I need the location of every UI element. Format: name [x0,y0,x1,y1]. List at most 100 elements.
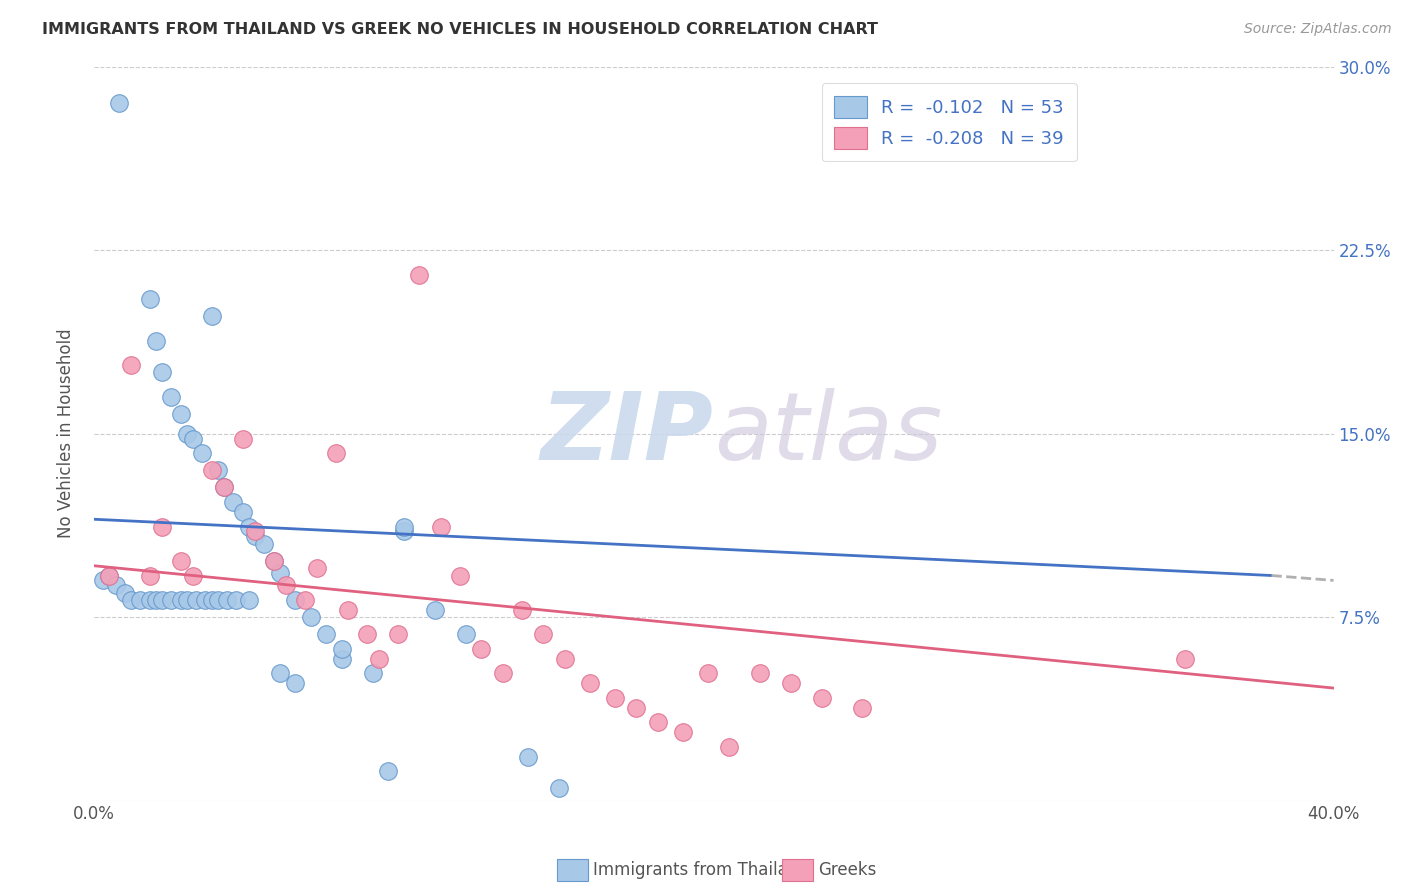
Bar [557,858,588,881]
Legend: R =  -0.102   N = 53, R =  -0.208   N = 39: R = -0.102 N = 53, R = -0.208 N = 39 [821,83,1077,161]
Point [387,627,409,641]
Point [263,554,285,568]
Point [423,603,446,617]
Point [1174,651,1197,665]
Point [851,700,873,714]
Point [547,781,569,796]
Point [181,568,204,582]
Point [150,519,173,533]
Point [150,593,173,607]
Point [104,578,127,592]
Bar [782,858,813,881]
Point [138,593,160,607]
Point [243,524,266,539]
Point [170,593,193,607]
Point [269,566,291,580]
Point [377,764,399,779]
Point [294,593,316,607]
Point [212,480,235,494]
Point [232,432,254,446]
Point [91,574,114,588]
Text: ZIP: ZIP [541,388,714,480]
Point [470,641,492,656]
Text: Source: ZipAtlas.com: Source: ZipAtlas.com [1244,22,1392,37]
Point [207,593,229,607]
Point [626,700,648,714]
Point [392,524,415,539]
Point [307,561,329,575]
Point [186,593,208,607]
Point [201,463,224,477]
Point [330,641,353,656]
Point [811,690,834,705]
Point [98,568,121,582]
Point [176,426,198,441]
Point [647,715,669,730]
Point [284,676,307,690]
Point [170,407,193,421]
Point [330,651,353,665]
Point [181,432,204,446]
Point [191,446,214,460]
Point [284,593,307,607]
Point [315,627,337,641]
Point [368,651,391,665]
Point [120,593,142,607]
Point [356,627,378,641]
Point [449,568,471,582]
Point [392,519,415,533]
Text: atlas: atlas [714,388,942,479]
Point [114,585,136,599]
Point [325,446,347,460]
Point [672,725,695,739]
Point [145,593,167,607]
Point [578,676,600,690]
Point [225,593,247,607]
Text: Greeks: Greeks [818,861,877,879]
Point [194,593,217,607]
Point [274,578,297,592]
Point [138,292,160,306]
Text: IMMIGRANTS FROM THAILAND VS GREEK NO VEHICLES IN HOUSEHOLD CORRELATION CHART: IMMIGRANTS FROM THAILAND VS GREEK NO VEH… [42,22,879,37]
Point [160,593,183,607]
Point [718,739,741,754]
Point [492,666,515,681]
Point [780,676,803,690]
Point [238,593,260,607]
Point [150,366,173,380]
Point [129,593,152,607]
Point [222,495,245,509]
Point [160,390,183,404]
Point [696,666,718,681]
Point [207,463,229,477]
Point [361,666,384,681]
Point [510,603,533,617]
Point [430,519,453,533]
Point [243,529,266,543]
Point [408,268,430,282]
Point [337,603,360,617]
Point [201,309,224,323]
Point [269,666,291,681]
Point [201,593,224,607]
Point [238,519,260,533]
Point [749,666,772,681]
Point [120,358,142,372]
Point [516,749,538,764]
Point [554,651,576,665]
Point [107,96,129,111]
Y-axis label: No Vehicles in Household: No Vehicles in Household [58,329,75,539]
Point [454,627,477,641]
Point [603,690,626,705]
Point [531,627,554,641]
Text: Immigrants from Thailand: Immigrants from Thailand [593,861,808,879]
Point [253,537,276,551]
Point [138,568,160,582]
Point [232,505,254,519]
Point [176,593,198,607]
Point [170,554,193,568]
Point [98,568,121,582]
Point [212,480,235,494]
Point [299,610,322,624]
Point [145,334,167,348]
